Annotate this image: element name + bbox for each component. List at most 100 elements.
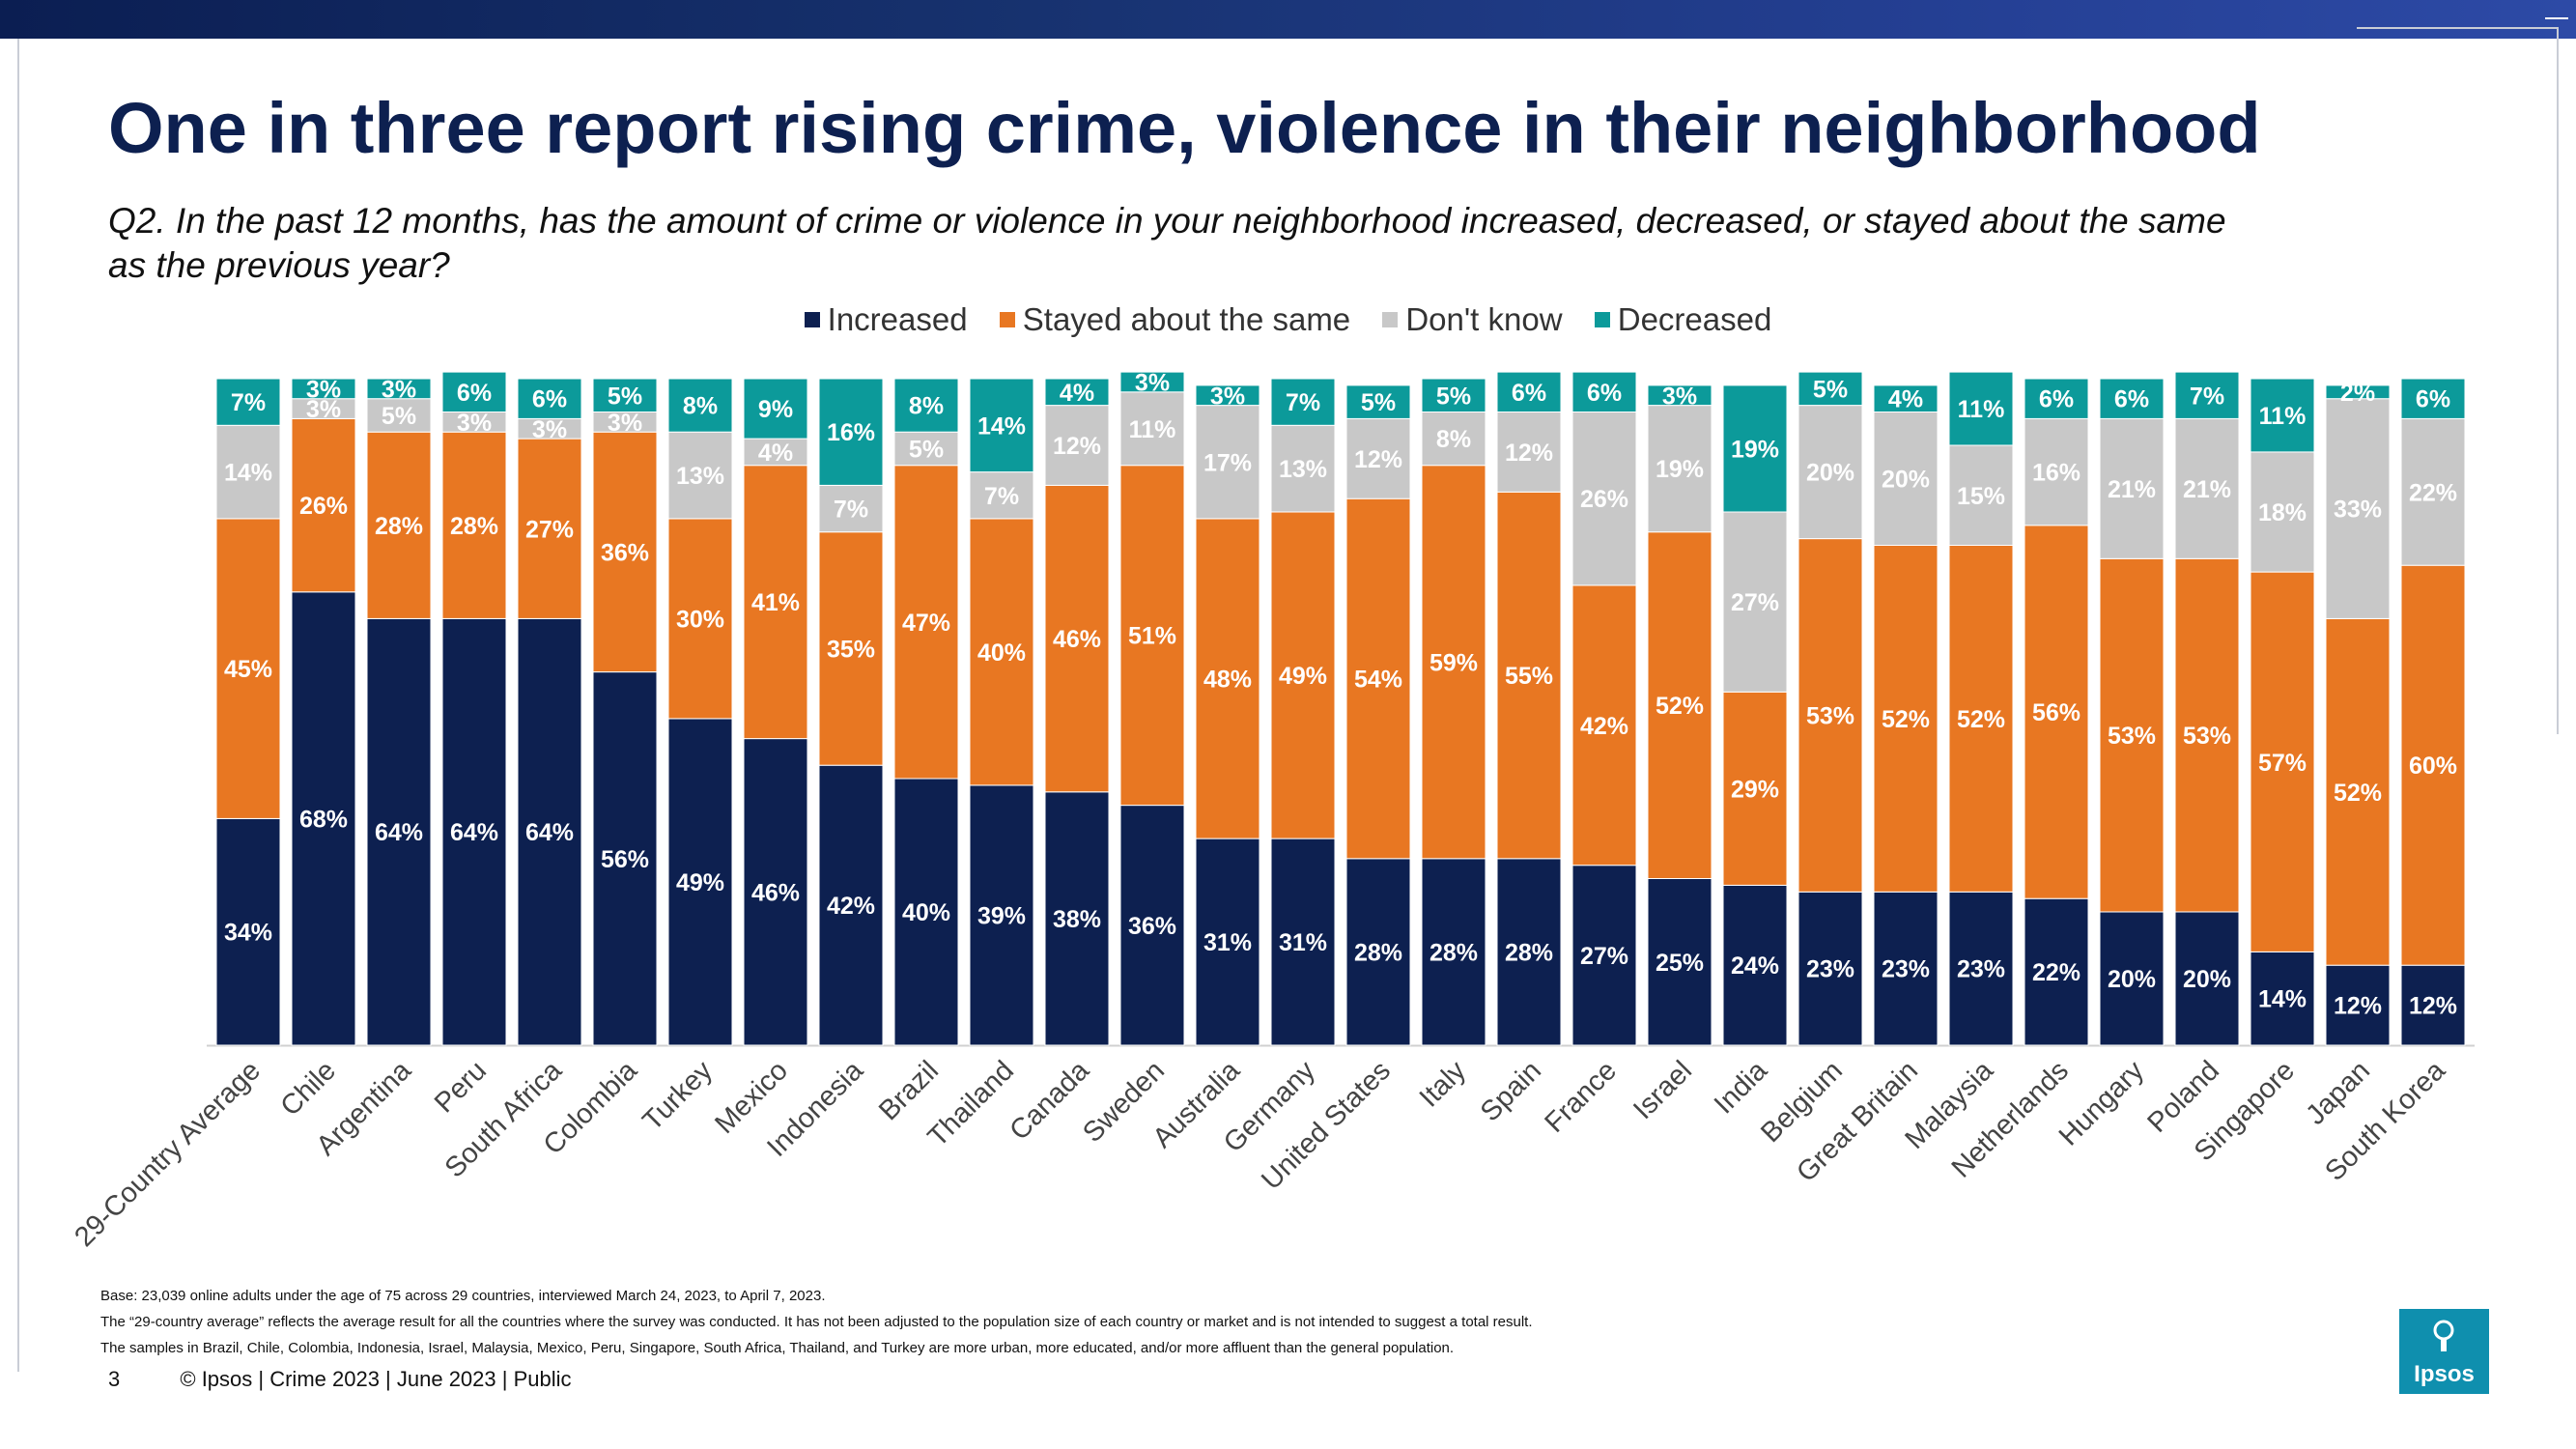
chart-legend: Increased Stayed about the same Don't kn…: [0, 301, 2576, 338]
data-label: 7%: [231, 389, 266, 416]
bar-segment: [2174, 557, 2240, 913]
bar-segment: [667, 518, 733, 720]
data-label: 8%: [683, 393, 718, 420]
data-label: 33%: [2334, 497, 2382, 524]
data-label: 21%: [2108, 476, 2156, 503]
footnotes: Base: 23,039 online adults under the age…: [100, 1283, 1533, 1361]
data-label: 22%: [2409, 479, 2457, 506]
data-label: 3%: [306, 396, 341, 423]
bar-segment: [1798, 405, 1863, 540]
bar-segment: [1270, 511, 1336, 839]
data-label: 6%: [1587, 380, 1622, 407]
data-label: 8%: [1436, 426, 1471, 453]
data-label: 64%: [525, 819, 574, 846]
data-label: 51%: [1128, 623, 1176, 650]
footer: 3 © Ipsos | Crime 2023 | June 2023 | Pub…: [108, 1367, 572, 1392]
bar-segment: [1873, 545, 1939, 893]
question-text: Q2. In the past 12 months, has the amoun…: [108, 201, 2226, 285]
bar-segment: [2099, 417, 2165, 559]
data-label: 28%: [450, 513, 498, 540]
bar-segment: [1421, 858, 1486, 1046]
bar-segment: [1873, 384, 1939, 412]
data-label: 36%: [601, 539, 649, 566]
data-label: 18%: [2258, 499, 2307, 526]
data-label: 23%: [1957, 956, 2005, 983]
bar-segment: [893, 778, 959, 1046]
data-label: 20%: [2183, 966, 2231, 993]
bar-segment: [1345, 417, 1411, 499]
data-label: 5%: [382, 403, 416, 430]
data-label: 19%: [1731, 436, 1779, 463]
data-label: 56%: [601, 846, 649, 873]
data-label: 36%: [1128, 913, 1176, 940]
data-label: 3%: [608, 410, 642, 437]
bar-segment: [893, 465, 959, 780]
bar-segment: [1119, 805, 1185, 1046]
bar-segment: [1647, 405, 1713, 533]
bar-segment: [441, 617, 507, 1046]
bar-group: 24% 29% 27% 19% India: [1709, 384, 1788, 1120]
data-label: 4%: [1060, 380, 1094, 407]
bar-segment: [893, 378, 959, 433]
data-label: 12%: [1053, 433, 1101, 460]
data-label: 48%: [1203, 667, 1252, 694]
frame-line-top: [2357, 27, 2559, 29]
bar-segment: [1496, 491, 1562, 860]
data-label: 28%: [375, 513, 423, 540]
data-label: 25%: [1656, 950, 1704, 977]
bar-segment: [969, 784, 1034, 1046]
bar-segment: [969, 378, 1034, 473]
legend-item-same: Stayed about the same: [999, 301, 1350, 338]
data-label: 12%: [2334, 993, 2382, 1020]
bar-segment: [1948, 891, 2014, 1046]
bar-segment: [291, 378, 356, 400]
bar-segment: [2024, 417, 2089, 526]
data-label: 14%: [224, 460, 272, 487]
bar-segment: [366, 431, 432, 619]
data-label: 13%: [676, 463, 724, 490]
data-label: 8%: [909, 393, 944, 420]
category-label: Hungary: [2053, 1055, 2150, 1151]
bar-segment: [667, 431, 733, 520]
data-label: 46%: [751, 879, 800, 906]
bar-segment: [1345, 497, 1411, 860]
frame-line-left: [17, 39, 19, 1372]
bar-segment: [818, 484, 884, 533]
data-label: 22%: [2032, 959, 2081, 986]
legend-item-increased: Increased: [804, 301, 968, 338]
category-label: Peru: [429, 1055, 493, 1119]
bar-segment: [366, 398, 432, 433]
data-label: 5%: [608, 383, 642, 410]
bar-segment: [2250, 451, 2315, 573]
data-label: 11%: [1958, 396, 2005, 423]
data-label: 6%: [2416, 386, 2450, 413]
bar-segment: [1798, 891, 1863, 1046]
bar-group: 28% 59% 8% 5% Italy: [1414, 378, 1486, 1114]
bar-segment: [1345, 384, 1411, 419]
data-label: 4%: [1888, 386, 1923, 413]
bar-segment: [441, 431, 507, 619]
bar-segment: [1722, 691, 1788, 886]
bar-segment: [2250, 571, 2315, 952]
data-label: 54%: [1354, 667, 1402, 694]
data-label: 53%: [1806, 702, 1854, 729]
legend-swatch-decreased: [1594, 312, 1610, 328]
bar-segment: [2325, 398, 2391, 619]
top-banner: [0, 0, 2576, 39]
bar-segment: [592, 671, 658, 1046]
data-label: 13%: [1279, 456, 1327, 483]
data-label: 56%: [2032, 699, 2081, 726]
bar-segment: [893, 431, 959, 467]
bar-segment: [1571, 412, 1637, 586]
data-label: 52%: [1957, 706, 2005, 733]
data-label: 57%: [2258, 750, 2307, 777]
bar-segment: [667, 378, 733, 433]
data-label: 52%: [1882, 706, 1930, 733]
data-label: 29%: [1731, 776, 1779, 803]
bar-segment: [818, 764, 884, 1046]
data-label: 42%: [827, 893, 875, 920]
data-label: 7%: [984, 483, 1019, 510]
bar-segment: [1044, 405, 1110, 486]
data-label: 42%: [1580, 713, 1628, 740]
bar-segment: [2400, 417, 2466, 566]
